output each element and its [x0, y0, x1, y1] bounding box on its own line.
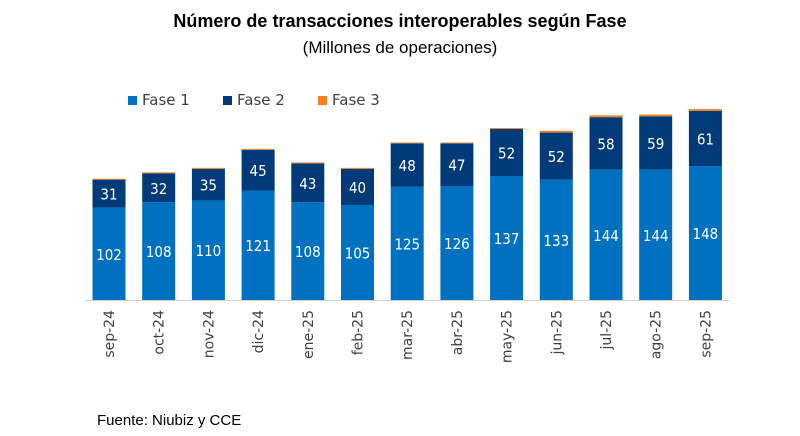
bar-fase-3	[142, 172, 176, 174]
bar-fase-1	[142, 202, 176, 300]
bar-fase-2	[92, 179, 126, 208]
legend-swatch	[128, 96, 137, 105]
legend-swatch	[318, 96, 327, 105]
chart-subtitle: (Millones de operaciones)	[302, 38, 498, 57]
bar-fase-3	[291, 162, 325, 164]
bar-fase-1	[341, 204, 374, 300]
bar-fase-1	[440, 185, 474, 300]
bar-fase-3	[191, 167, 225, 169]
data-label: 47	[448, 157, 465, 175]
bar-fase-3	[688, 109, 722, 111]
data-label: 121	[245, 237, 271, 255]
data-label: 137	[494, 230, 520, 248]
bar-fase-2	[688, 110, 722, 167]
data-label: 144	[593, 227, 619, 245]
data-label: 125	[394, 235, 420, 253]
x-tick-label: may-25	[500, 310, 516, 363]
bar-fase-3	[539, 130, 573, 133]
bar-fase-2	[390, 143, 424, 187]
bar-fase-2	[142, 173, 176, 203]
x-tick-label: sep-24	[102, 310, 118, 358]
bar-fase-3	[241, 148, 275, 150]
data-label: 52	[498, 144, 515, 162]
x-tick-label: sep-25	[698, 310, 714, 358]
bar-fase-3	[589, 115, 623, 118]
data-label: 59	[647, 135, 664, 153]
data-label: 108	[295, 243, 321, 261]
bar-fase-3	[390, 142, 424, 144]
bar-fase-1	[589, 169, 623, 300]
data-label: 126	[444, 235, 470, 253]
bar-fase-3	[639, 114, 673, 117]
bar-fase-2	[241, 149, 275, 191]
bar-fase-3	[440, 142, 474, 144]
bar-fase-1	[191, 200, 225, 300]
bar-fase-2	[639, 116, 673, 170]
bar-fase-1	[390, 186, 424, 300]
bar-fase-2	[341, 168, 374, 205]
data-label: 108	[146, 243, 172, 261]
bar-fase-3	[490, 128, 524, 129]
bar-fase-1	[241, 190, 275, 300]
legend-swatch	[223, 96, 232, 105]
data-label: 148	[693, 225, 719, 243]
bar-fase-1	[291, 202, 325, 300]
data-label: 133	[543, 232, 569, 250]
data-label: 61	[697, 130, 714, 148]
bar-fase-3	[92, 178, 126, 180]
x-tick-label: oct-24	[152, 310, 168, 355]
legend-label: Fase 2	[237, 91, 285, 109]
chart-title: Número de transacciones interoperables s…	[173, 11, 627, 31]
data-label: 32	[150, 180, 167, 198]
x-tick-label: ago-25	[649, 310, 665, 359]
x-tick-label: feb-25	[351, 310, 367, 355]
bar-fase-2	[440, 143, 474, 186]
x-tick-label: dic-24	[251, 310, 267, 353]
bar-fase-2	[589, 117, 623, 170]
bar-fase-3	[341, 167, 374, 169]
data-label: 144	[643, 227, 669, 245]
x-tick-label: abr-25	[450, 310, 466, 355]
data-label: 45	[250, 162, 267, 180]
source-note: Fuente: Niubiz y CCE	[97, 412, 242, 429]
data-label: 58	[597, 135, 614, 153]
bar-fase-2	[191, 168, 225, 201]
data-label: 102	[96, 246, 122, 264]
data-label: 105	[345, 244, 371, 262]
data-label: 52	[548, 148, 565, 166]
bar-fase-1	[92, 207, 126, 300]
bar-fase-1	[490, 176, 524, 300]
x-tick-label: jul-25	[599, 310, 615, 351]
data-label: 48	[399, 157, 416, 175]
bar-fase-1	[639, 169, 673, 300]
data-label: 35	[200, 177, 217, 195]
data-label: 110	[196, 242, 222, 260]
x-tick-label: jun-25	[549, 310, 565, 356]
x-tick-label: nov-24	[201, 310, 217, 358]
data-label: 40	[349, 179, 366, 197]
data-label: 43	[299, 175, 316, 193]
legend-label: Fase 3	[332, 91, 380, 109]
bar-fase-1	[688, 166, 722, 300]
bar-fase-2	[291, 163, 325, 203]
data-label: 31	[100, 186, 117, 204]
bar-fase-2	[490, 128, 524, 177]
legend-label: Fase 1	[142, 91, 190, 109]
bar-fase-2	[539, 132, 573, 180]
bar-fase-1	[539, 179, 573, 300]
x-tick-label: mar-25	[400, 310, 416, 360]
x-tick-label: ene-25	[301, 310, 317, 359]
